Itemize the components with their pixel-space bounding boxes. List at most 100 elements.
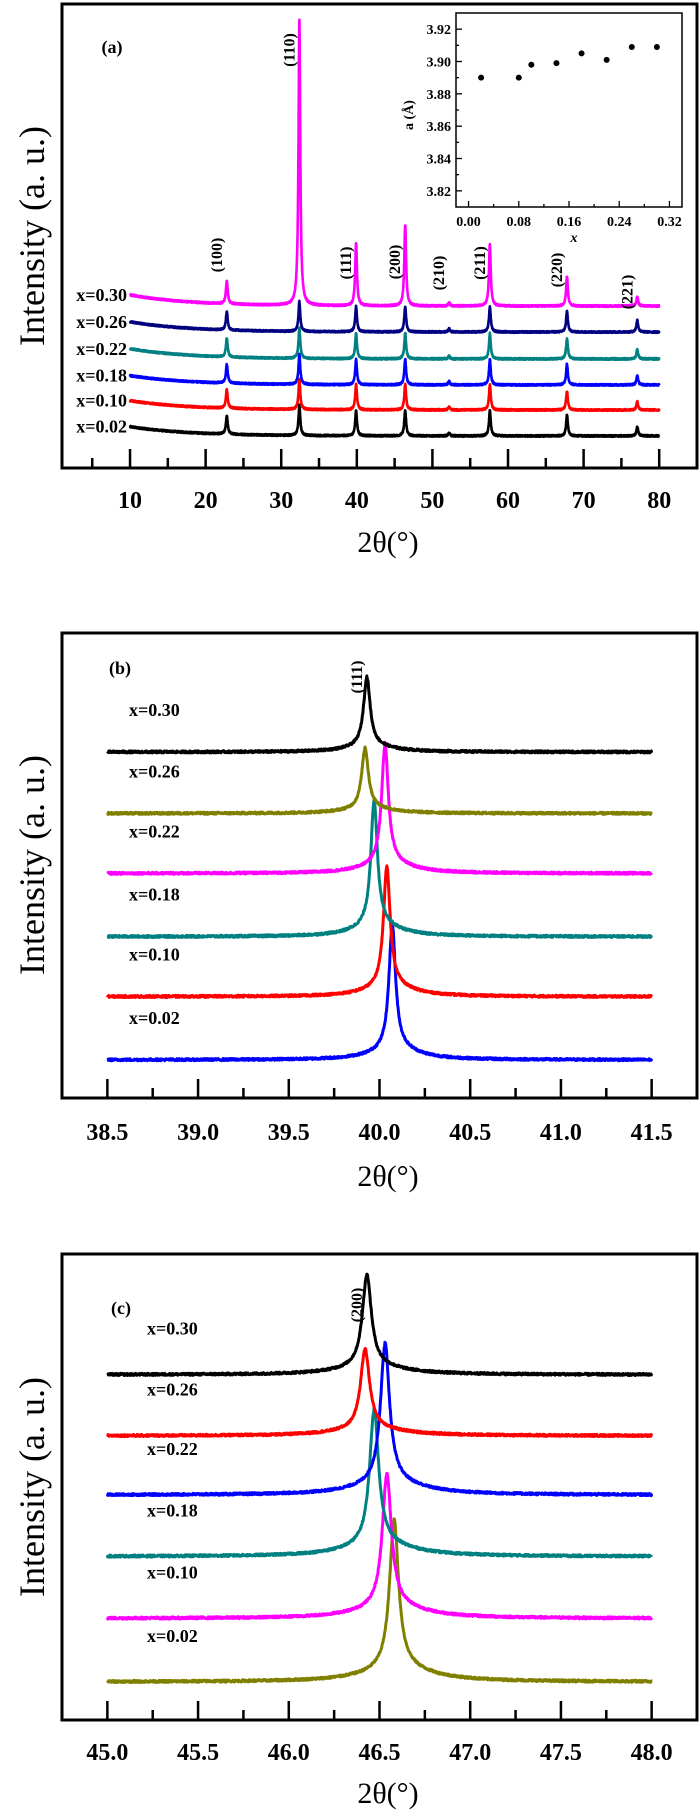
series-line-022 [106,740,653,876]
inset-y-tick-label: 3.90 [427,56,452,71]
x-tick-label: 47.5 [540,1740,582,1766]
series-label: x=0.10 [129,945,180,965]
x-tick-label: 60 [496,488,520,514]
peak-label: (110) [281,33,298,67]
x-tick-label: 40.5 [449,1120,491,1146]
inset-data-point [528,61,535,68]
y-axis-title: Intensity (a. u.) [12,126,52,346]
peak-label: (200) [349,1288,366,1323]
peak-label: (111) [349,661,366,694]
series-label: x=0.18 [129,885,180,905]
series-label: x=0.10 [147,1562,198,1582]
peak-label: (100) [209,238,226,273]
series-line-030 [106,1272,654,1377]
inset-data-point [478,74,485,81]
series-line-022 [105,1340,654,1498]
series-label: x=0.18 [147,1500,198,1520]
peak-label: (211) [472,246,489,280]
inset-y-tick-label: 3.82 [427,185,452,200]
inset-y-axis-title: a (Å) [401,100,417,130]
series-line-030 [106,674,654,755]
series-line-022 [128,326,661,361]
series-label: x=0.02 [129,1008,180,1028]
x-tick-label: 30 [269,488,293,514]
peak-label: (221) [619,275,636,310]
panel-label: (a) [102,37,123,58]
x-tick-label: 46.5 [359,1740,401,1766]
inset-x-axis-title: x [570,231,578,246]
inset-y-tick-label: 3.84 [427,153,452,168]
series-line-026 [128,299,661,335]
inset-data-point [653,43,660,50]
inset-lattice-parameter: 0.00 0.08 0.16 0.24 0.32 3.82 3.84 3.86 3.88 3.90… [401,12,683,246]
series-label: x=0.10 [76,391,127,411]
x-tick-label: 45.0 [86,1740,128,1766]
x-tick-label: 47.0 [449,1740,491,1766]
series-line-002 [106,922,654,1063]
x-axis-title: 2θ(°) [357,1160,418,1193]
series-label: x=0.26 [76,312,127,332]
x-tick-label: 80 [647,488,671,514]
x-axis-title: 2θ(°) [357,526,418,559]
x-tick-label: 38.5 [86,1120,128,1146]
series-line-002 [128,403,661,439]
x-tick-label: 10 [118,488,142,514]
inset-y-tick-label: 3.92 [427,23,452,38]
inset-x-tick-label: 0.00 [456,215,481,230]
inset-x-tick-label: 0.16 [557,215,582,230]
series-label: x=0.26 [129,761,180,781]
series-line-026 [106,1347,654,1439]
series-label: x=0.02 [147,1626,198,1646]
series-line-010 [105,1471,654,1621]
y-axis-title: Intensity (a. u.) [12,755,52,975]
series-line-010 [105,864,654,999]
series-line-018 [106,798,653,939]
x-tick-label: 46.0 [268,1740,310,1766]
x-tick-label: 48.0 [631,1740,673,1766]
series-label: x=0.22 [76,339,127,359]
panel-label: (c) [111,1298,131,1319]
peak-label: (111) [338,247,355,280]
peak-label: (220) [549,253,566,288]
x-tick-label: 45.5 [177,1740,219,1766]
inset-data-point [553,60,560,67]
panel-a: x=0.02 x=0.10 x=0.18 x=0.22 x=0.26 x=0.30 10 20… [12,2,699,559]
series-line-018 [105,1406,653,1559]
series-label: x=0.22 [129,821,180,841]
series-label: x=0.02 [76,417,127,437]
inset-x-tick-label: 0.24 [607,215,632,230]
x-tick-label: 41.5 [631,1120,673,1146]
series-label: x=0.22 [147,1439,198,1459]
x-tick-label: 50 [420,488,444,514]
inset-data-point [628,43,635,50]
inset-x-tick-label: 0.32 [657,215,682,230]
series-line-010 [128,377,661,413]
inset-y-tick-label: 3.88 [427,88,452,103]
panel-b: x=0.02 x=0.10 x=0.18 x=0.22 x=0.26 x=0.30 38.5… [12,631,699,1193]
series-label: x=0.30 [76,285,127,305]
x-tick-label: 41.0 [540,1120,582,1146]
panel-label: (b) [109,658,131,679]
series-line-030 [128,18,661,309]
x-tick-label: 39.0 [177,1120,219,1146]
x-tick-label: 40 [345,488,369,514]
inset-data-point [603,56,610,63]
inset-x-tick-label: 0.08 [507,215,532,230]
series-label: x=0.30 [129,700,180,720]
series-line-026 [106,745,653,816]
plot-frame [60,2,699,470]
inset-y-tick-label: 3.86 [427,120,452,135]
x-tick-label: 40.0 [359,1120,401,1146]
series-label: x=0.18 [76,366,127,386]
inset-data-point [515,74,522,81]
x-tick-label: 20 [194,488,218,514]
panel-c: x=0.02 x=0.10 x=0.18 x=0.22 x=0.26 x=0.30 45.0… [12,1252,699,1810]
series-label: x=0.26 [147,1380,198,1400]
series-label: x=0.30 [147,1319,198,1339]
series-line-018 [128,352,661,387]
x-tick-label: 70 [572,488,596,514]
x-axis-title: 2θ(°) [357,1777,418,1810]
inset-data-point [578,50,585,57]
inset-frame [455,12,683,208]
